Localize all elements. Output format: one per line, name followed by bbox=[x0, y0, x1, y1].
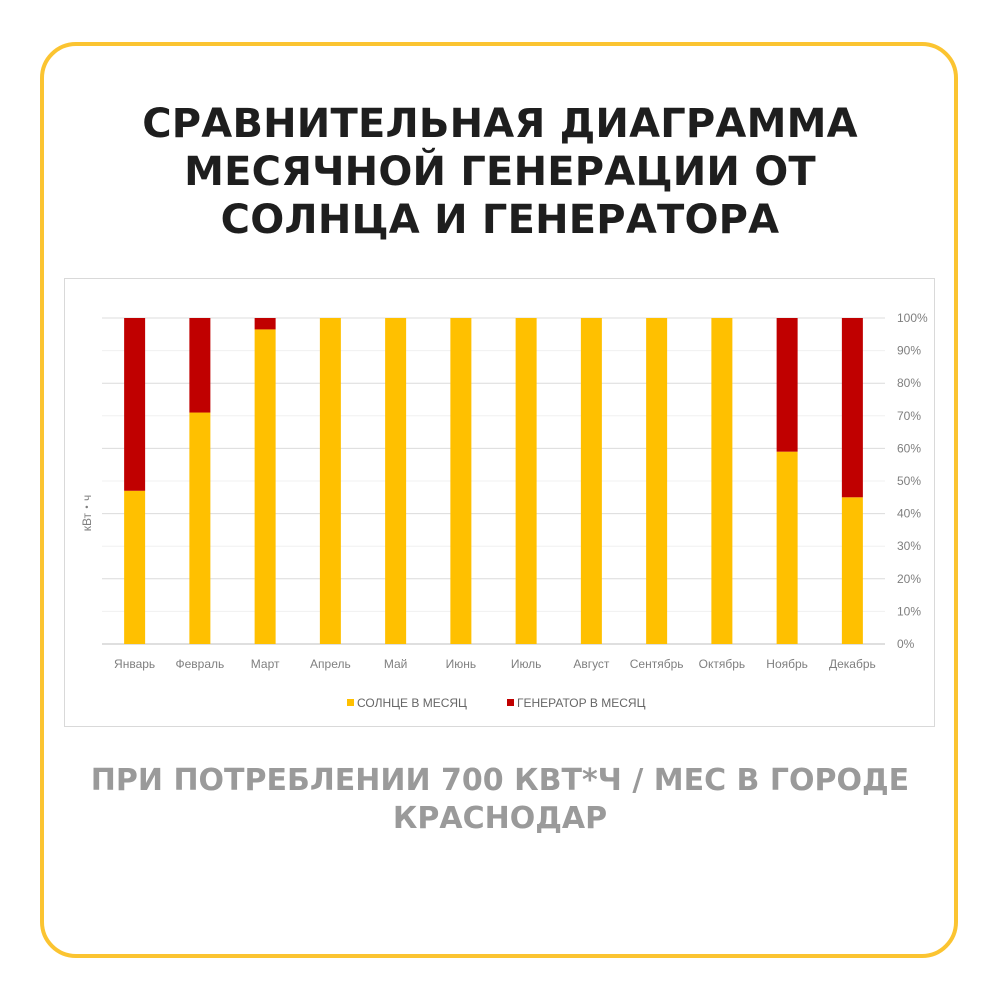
subtitle-line-1: ПРИ ПОТРЕБЛЕНИИ 700 КВТ*Ч / МЕС В ГОРОДЕ bbox=[90, 763, 910, 798]
bar-sun bbox=[646, 318, 668, 644]
legend-swatch bbox=[507, 699, 514, 706]
y-tick-label: 90% bbox=[897, 344, 921, 358]
bar-sun bbox=[711, 318, 733, 644]
y-tick-label: 10% bbox=[897, 604, 921, 618]
subtitle: ПРИ ПОТРЕБЛЕНИИ 700 КВТ*Ч / МЕС В ГОРОДЕ… bbox=[40, 762, 960, 838]
title-line-1: СРАВНИТЕЛЬНАЯ ДИАГРАММА bbox=[142, 101, 858, 147]
bar-sun bbox=[450, 318, 472, 644]
bar-sun bbox=[385, 318, 407, 644]
x-category-label: Январь bbox=[114, 657, 155, 671]
bar-sun bbox=[254, 329, 276, 644]
chart-frame: 0% 10% 20% 30% 40% 50% 60% 70% 80% 90% 100% Январь… bbox=[64, 278, 935, 727]
y-tick-label: 80% bbox=[897, 376, 921, 390]
x-category-label: Сентябрь bbox=[630, 657, 684, 671]
y-tick-label: 30% bbox=[897, 539, 921, 553]
x-category-label: Ноябрь bbox=[766, 657, 808, 671]
title-line-2: МЕСЯЧНОЙ ГЕНЕРАЦИИ ОТ bbox=[184, 149, 816, 195]
y-tick-label: 0% bbox=[897, 637, 915, 651]
legend-label: ГЕНЕРАТОР В МЕСЯЦ bbox=[517, 696, 646, 710]
x-category-labels: Январь Февраль Март Апрель Май Июнь Июль Август… bbox=[114, 657, 876, 671]
x-category-label: Октябрь bbox=[699, 657, 746, 671]
x-category-label: Август bbox=[573, 657, 610, 671]
bar-sun bbox=[776, 451, 798, 644]
bar-sun bbox=[189, 412, 211, 644]
bar-sun bbox=[515, 318, 537, 644]
x-category-label: Декабрь bbox=[829, 657, 876, 671]
y-tick-label: 50% bbox=[897, 474, 921, 488]
bar-sun bbox=[841, 497, 863, 644]
x-category-label: Февраль bbox=[175, 657, 224, 671]
bar-generator bbox=[189, 318, 211, 413]
legend-label: СОЛНЦЕ В МЕСЯЦ bbox=[357, 696, 467, 710]
bar-sun bbox=[319, 318, 341, 644]
stacked-bar-chart: 0% 10% 20% 30% 40% 50% 60% 70% 80% 90% 100% Январь… bbox=[80, 311, 928, 710]
bar-generator bbox=[254, 318, 276, 330]
page-title: СРАВНИТЕЛЬНАЯ ДИАГРАММА МЕСЯЧНОЙ ГЕНЕРАЦ… bbox=[40, 100, 960, 244]
x-category-label: Июль bbox=[511, 657, 542, 671]
bar-sun bbox=[124, 490, 146, 644]
bars bbox=[124, 318, 863, 644]
x-category-label: Май bbox=[384, 657, 408, 671]
x-category-label: Июнь bbox=[446, 657, 477, 671]
gridlines bbox=[102, 317, 885, 645]
y-tick-label: 100% bbox=[897, 311, 928, 325]
subtitle-line-2: КРАСНОДАР bbox=[392, 801, 608, 836]
x-category-label: Апрель bbox=[310, 657, 351, 671]
y-tick-label: 60% bbox=[897, 441, 921, 455]
bar-sun bbox=[580, 318, 602, 644]
y-tick-label: 20% bbox=[897, 572, 921, 586]
y-tick-label: 70% bbox=[897, 409, 921, 423]
bar-generator bbox=[841, 318, 863, 498]
legend-swatch bbox=[347, 699, 354, 706]
bar-generator bbox=[124, 318, 146, 491]
y-axis-label: кВт・ч bbox=[80, 495, 94, 532]
bar-generator bbox=[776, 318, 798, 452]
y-tick-labels: 0% 10% 20% 30% 40% 50% 60% 70% 80% 90% 100% bbox=[897, 311, 928, 651]
legend: СОЛНЦЕ В МЕСЯЦ ГЕНЕРАТОР В МЕСЯЦ bbox=[347, 696, 646, 710]
x-category-label: Март bbox=[251, 657, 280, 671]
y-tick-label: 40% bbox=[897, 507, 921, 521]
title-line-3: СОЛНЦА И ГЕНЕРАТОРА bbox=[220, 197, 780, 243]
